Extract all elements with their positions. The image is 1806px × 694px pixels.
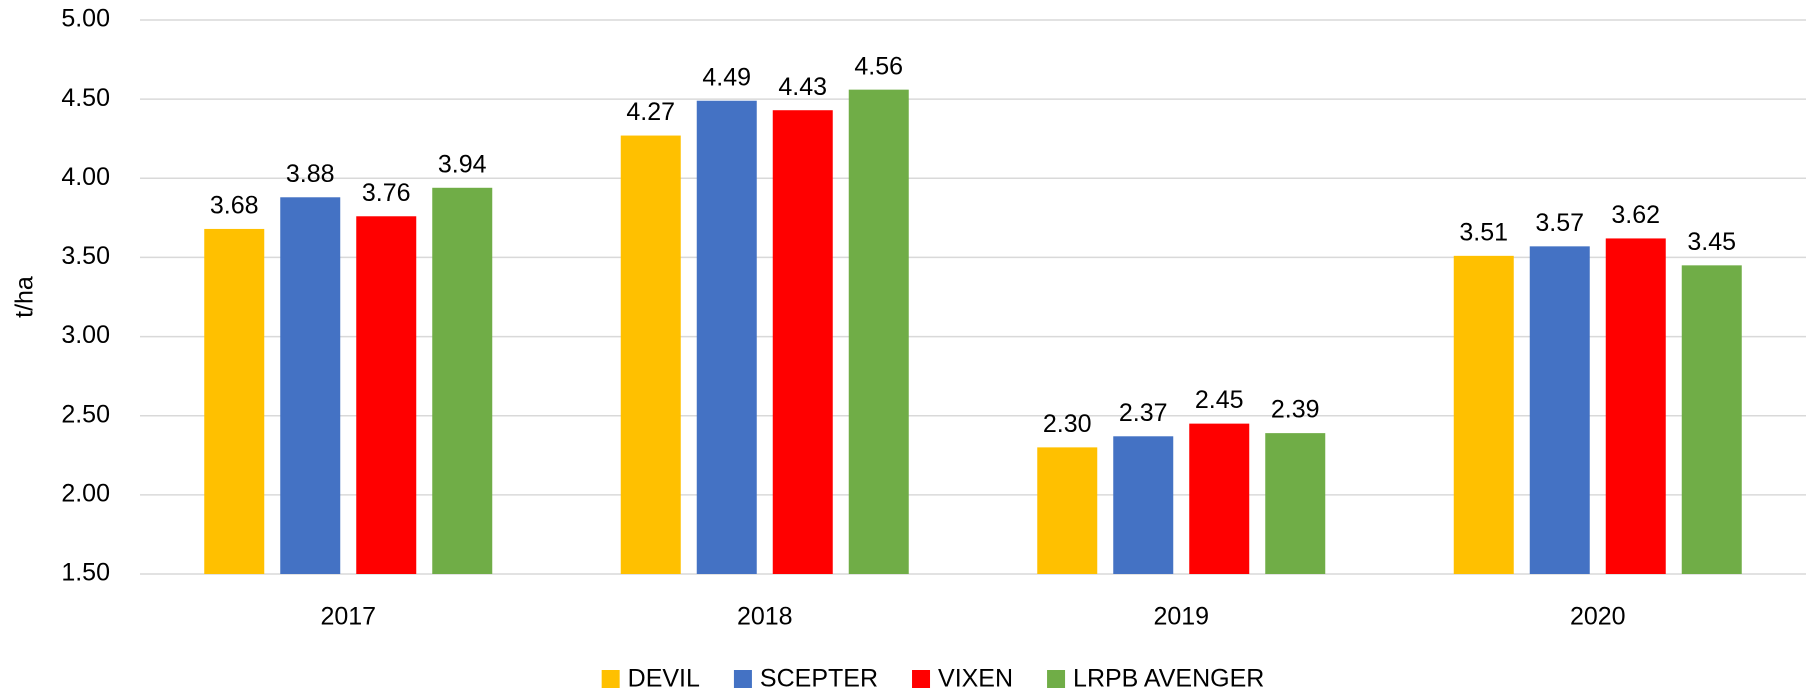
x-tick-label: 2018: [737, 603, 793, 631]
bar: [1189, 423, 1250, 574]
data-label: 3.68: [210, 192, 259, 220]
bar: [620, 135, 681, 574]
bar: [204, 228, 265, 575]
y-tick-label: 3.50: [61, 242, 110, 270]
data-label: 3.62: [1611, 201, 1660, 229]
data-label: 4.56: [854, 52, 903, 80]
data-label: 2.39: [1271, 396, 1320, 424]
data-label: 4.43: [778, 73, 827, 101]
bar: [1453, 255, 1514, 575]
bar: [1265, 433, 1326, 574]
y-tick-label: 2.00: [61, 479, 110, 507]
bar: [356, 216, 417, 574]
legend-swatch: [733, 670, 752, 688]
data-label: 3.45: [1687, 228, 1736, 256]
x-tick-label: 2017: [320, 603, 376, 631]
y-tick-label: 1.50: [61, 559, 110, 587]
data-label: 4.49: [702, 63, 751, 91]
data-label: 3.51: [1459, 218, 1508, 246]
bar: [848, 89, 909, 574]
bar: [772, 110, 833, 575]
data-label: 3.57: [1535, 209, 1584, 237]
data-label: 3.76: [362, 179, 411, 207]
y-tick-label: 4.50: [61, 84, 110, 112]
y-tick-label: 2.50: [61, 400, 110, 428]
bar: [1529, 246, 1590, 574]
y-tick-label: 5.00: [61, 5, 110, 33]
legend-swatch: [912, 670, 931, 688]
bar: [696, 100, 757, 575]
data-label: 3.94: [438, 150, 487, 178]
bar: [280, 197, 341, 574]
data-label: 2.37: [1119, 399, 1168, 427]
y-tick-label: 4.00: [61, 163, 110, 191]
bar: [1605, 238, 1666, 575]
y-axis-label: t/ha: [11, 276, 39, 318]
legend-swatch: [1047, 670, 1066, 688]
bar: [432, 187, 493, 575]
bar: [1113, 436, 1174, 574]
x-tick-label: 2019: [1153, 603, 1209, 631]
x-tick-label: 2020: [1570, 603, 1626, 631]
legend-label: SCEPTER: [760, 665, 878, 693]
bar: [1681, 265, 1742, 574]
bar: [1037, 447, 1098, 574]
legend-label: LRPB AVENGER: [1073, 665, 1264, 693]
data-label: 2.45: [1195, 386, 1244, 414]
data-label: 3.88: [286, 160, 335, 188]
data-label: 4.27: [626, 98, 675, 126]
legend-label: DEVIL: [628, 665, 700, 693]
legend-label: VIXEN: [938, 665, 1013, 693]
data-label: 2.30: [1043, 410, 1092, 438]
y-tick-label: 3.00: [61, 321, 110, 349]
legend-swatch: [601, 670, 620, 688]
